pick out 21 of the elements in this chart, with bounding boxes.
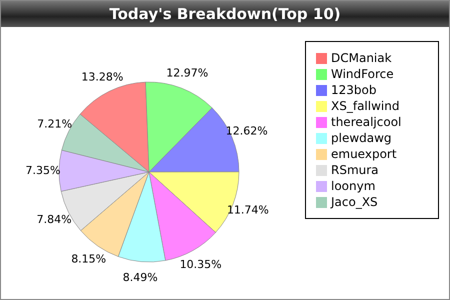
legend-label: RSmura <box>331 163 379 177</box>
chart-title: Today's Breakdown(Top 10) <box>1 1 449 27</box>
legend-label: emuexport <box>331 147 397 161</box>
data-label: 8.49% <box>122 271 158 284</box>
data-label: 11.74% <box>226 204 269 217</box>
data-label: 7.35% <box>26 164 60 177</box>
data-label: 12.62% <box>226 124 268 138</box>
legend-label: loonym <box>331 179 376 193</box>
legend-label: Jaco_XS <box>331 195 378 209</box>
data-label: 7.84% <box>36 212 72 226</box>
data-label: 8.15% <box>71 252 106 266</box>
legend-label: DCManiak <box>331 51 392 65</box>
data-label: 7.21% <box>37 117 72 130</box>
legend-label: XS_fallwind <box>331 99 400 113</box>
legend-label: plewdawg <box>331 131 392 145</box>
data-label: 10.35% <box>180 258 222 272</box>
data-label: 13.28% <box>81 70 124 84</box>
legend-label: WindForce <box>331 67 394 81</box>
legend-label: therealjcool <box>331 115 402 129</box>
data-label: 12.97% <box>166 66 208 80</box>
legend-label: 123bob <box>331 83 376 97</box>
